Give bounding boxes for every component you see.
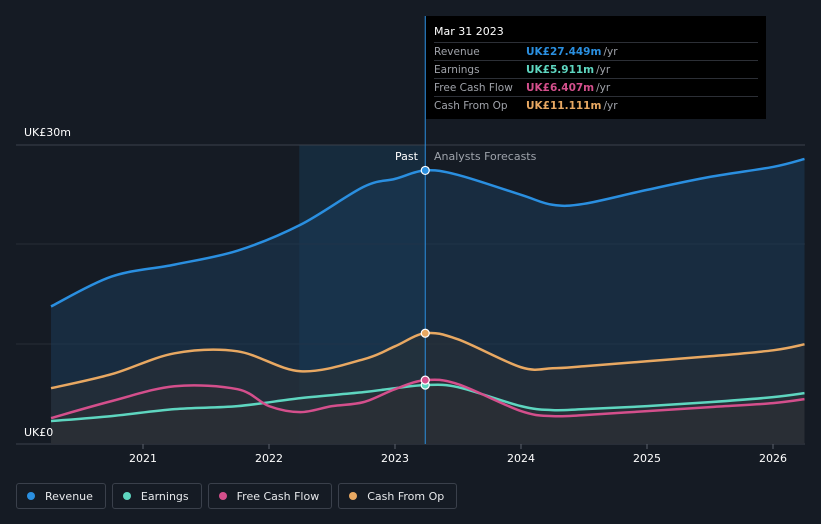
x-tick-label: 2023 — [381, 452, 409, 465]
analysts-forecasts-label: Analysts Forecasts — [434, 150, 537, 163]
series-line-earnings — [50, 383, 805, 423]
tooltip-label: Cash From Op — [434, 99, 508, 112]
series-line-cash-from-op — [50, 331, 805, 390]
tooltip-value: UK£27.449m — [526, 45, 602, 58]
legend-dot-icon — [218, 492, 227, 500]
tooltip-row-earnings: Earnings UK£5.911m /yr — [434, 60, 758, 78]
x-tick-label: 2021 — [129, 452, 157, 465]
legend-label: Cash From Op — [367, 489, 445, 503]
tooltip-unit: /yr — [603, 45, 618, 58]
x-tick-label: 2026 — [759, 452, 787, 465]
legend-dot-icon — [349, 492, 358, 500]
legend-item-earnings[interactable]: Earnings — [111, 483, 202, 509]
x-tick-label: 2024 — [507, 452, 535, 465]
tooltip-unit: /yr — [596, 63, 611, 76]
y-axis-min-label: UK£0 — [24, 426, 54, 439]
tooltip-value: UK£11.111m — [526, 99, 602, 112]
past-label: Past — [395, 150, 418, 163]
tooltip-label: Free Cash Flow — [434, 81, 513, 94]
legend-dot-icon — [122, 492, 131, 500]
point-revenue[interactable] — [420, 165, 430, 176]
chart-plot — [16, 16, 805, 449]
tooltip-date: Mar 31 2023 — [434, 25, 504, 38]
legend-dot-icon — [27, 492, 35, 500]
chart-legend: Revenue Earnings Free Cash Flow Cash Fro… — [16, 483, 458, 509]
tooltip-value: UK£6.407m — [526, 81, 595, 94]
legend-label: Free Cash Flow — [236, 489, 320, 503]
tooltip-label: Earnings — [434, 63, 480, 76]
data-tooltip: Mar 31 2023 Revenue UK£27.449m /yr Earni… — [426, 16, 766, 119]
legend-item-cash-from-op[interactable]: Cash From Op — [338, 483, 458, 509]
x-tick-label: 2022 — [255, 452, 283, 465]
point-free-cash-flow[interactable] — [420, 375, 430, 385]
tooltip-row-revenue: Revenue UK£27.449m /yr — [434, 42, 758, 60]
legend-label: Revenue — [45, 489, 93, 503]
tooltip-unit: /yr — [603, 99, 618, 112]
point-cash-from-op[interactable] — [420, 328, 430, 338]
tooltip-row-cash-from-op: Cash From Op UK£11.111m /yr — [434, 96, 758, 114]
tooltip-label: Revenue — [434, 45, 480, 58]
tooltip-value: UK£5.911m — [526, 63, 595, 76]
y-axis-max-label: UK£30m — [24, 126, 71, 139]
legend-label: Earnings — [140, 489, 189, 503]
series-line-free-cash-flow — [50, 378, 805, 420]
tooltip-row-free-cash-flow: Free Cash Flow UK£6.407m /yr — [434, 78, 758, 96]
tooltip-unit: /yr — [596, 81, 611, 94]
legend-item-free-cash-flow[interactable]: Free Cash Flow — [207, 483, 333, 509]
series-line-revenue — [50, 157, 805, 308]
legend-item-revenue[interactable]: Revenue — [16, 483, 106, 509]
x-tick-label: 2025 — [633, 452, 661, 465]
